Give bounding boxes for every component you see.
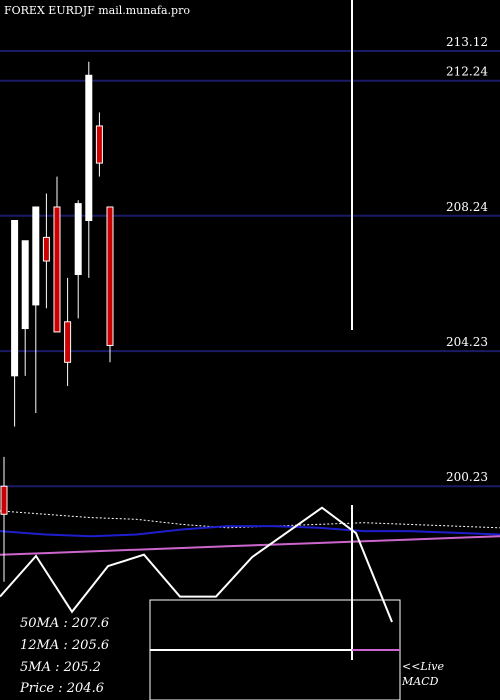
price-level-grid bbox=[0, 49, 500, 488]
price-level-label-4: 200.23 bbox=[446, 470, 488, 484]
chart-header: FOREX EURDJF mail.munafa.pro bbox=[4, 4, 190, 17]
rsi-line bbox=[0, 506, 393, 623]
candle-body-9 bbox=[95, 125, 103, 164]
candle-body-7 bbox=[74, 203, 82, 276]
price-level-label-0: 213.12 bbox=[446, 35, 488, 49]
macd-label: MACD bbox=[401, 675, 439, 688]
candle-body-2 bbox=[21, 240, 29, 330]
candle-body-4 bbox=[42, 236, 50, 262]
rsi-layer bbox=[0, 506, 393, 623]
price-level-label-1: 212.24 bbox=[446, 65, 488, 79]
candle-body-3 bbox=[32, 206, 40, 306]
stat-50ma: 50MA : 207.6 bbox=[20, 616, 109, 631]
candle-body-8 bbox=[85, 74, 93, 221]
stat-price: Price : 204.6 bbox=[19, 681, 104, 696]
stat-12ma: 12MA : 205.6 bbox=[20, 638, 109, 653]
ma-line-dotted bbox=[0, 510, 500, 529]
candle-body-1 bbox=[11, 219, 19, 377]
macd-live-label: <<Live bbox=[402, 660, 444, 673]
price-level-label-2: 208.24 bbox=[446, 200, 488, 214]
ma-line-blue bbox=[0, 525, 500, 538]
candle-body-0 bbox=[0, 485, 8, 515]
candle-body-10 bbox=[106, 206, 114, 346]
candle-body-5 bbox=[53, 206, 61, 333]
price-level-labels: 213.12 212.24 208.24 204.23 200.23 bbox=[446, 35, 488, 484]
candles-layer bbox=[0, 61, 114, 582]
candle-body-6 bbox=[64, 321, 72, 363]
price-level-label-3: 204.23 bbox=[446, 335, 488, 349]
stat-5ma: 5MA : 205.2 bbox=[20, 660, 101, 675]
moving-average-layer bbox=[0, 510, 500, 556]
ma-line-magenta bbox=[0, 535, 500, 556]
